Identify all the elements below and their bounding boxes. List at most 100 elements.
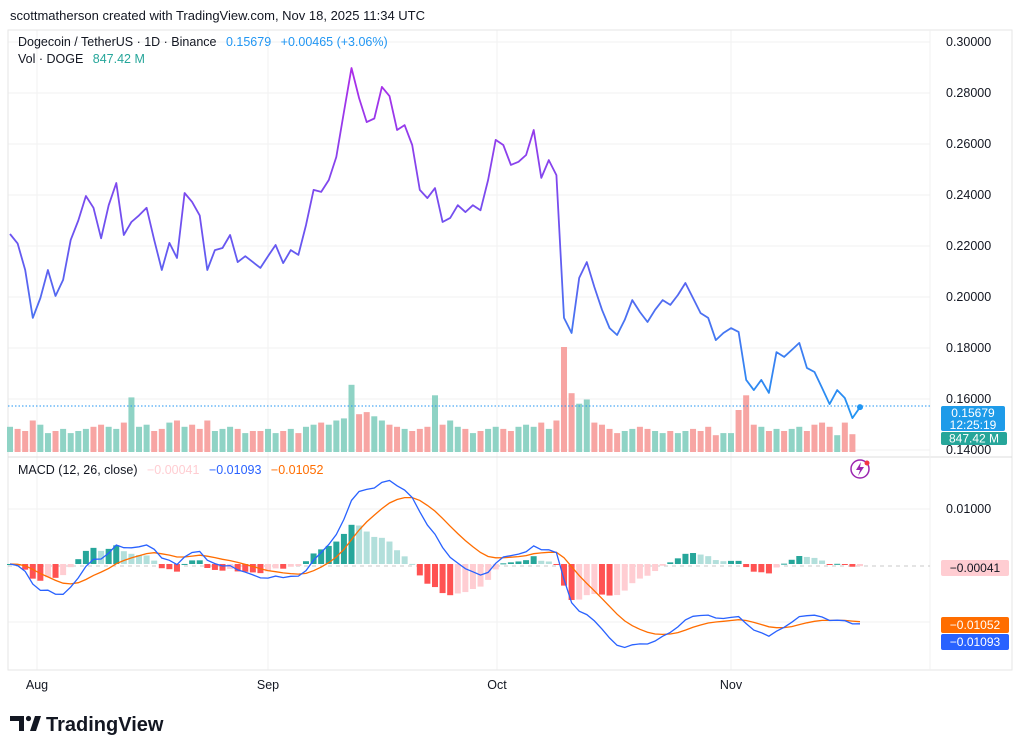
histogram-bar: [568, 564, 575, 601]
histogram-bar: [690, 553, 697, 564]
macd-label[interactable]: MACD (12, 26, close): [18, 463, 137, 477]
histogram-bar: [181, 563, 188, 565]
price-tick: 0.18000: [946, 341, 991, 355]
histogram-bar: [22, 564, 29, 570]
histogram-bar: [826, 564, 833, 565]
histogram-bar: [500, 563, 507, 565]
volume-bar: [538, 422, 545, 452]
histogram-bar: [523, 560, 530, 564]
volume-bar: [67, 433, 74, 452]
volume-bar: [22, 431, 29, 452]
macd-line: [9, 479, 861, 649]
histogram-bar: [280, 564, 287, 569]
histogram-bar: [614, 564, 621, 596]
histogram-bar: [636, 564, 643, 579]
volume-bar: [591, 422, 598, 452]
macd-histogram: [7, 524, 863, 601]
price-axis[interactable]: 0.30000 0.28000 0.26000 0.24000 0.22000 0.200…: [946, 35, 991, 457]
volume-bar: [530, 426, 537, 452]
volume-bar: [37, 424, 44, 452]
histogram-bar: [242, 564, 249, 572]
histogram-bar: [735, 560, 742, 564]
price-tick: 0.16000: [946, 392, 991, 406]
histogram-bar: [105, 548, 112, 564]
volume-bar: [781, 431, 788, 452]
svg-text:MACD (12, 26, close) −0.00: MACD (12, 26, close) −0.00041 −0.01093 −…: [18, 463, 323, 477]
histogram-bar: [644, 564, 651, 576]
price-tick: 0.14000: [946, 443, 991, 457]
volume-bar: [120, 422, 127, 452]
svg-text:−0.01093: −0.01093: [950, 635, 1001, 649]
histogram-bar: [424, 564, 431, 584]
volume-bar: [500, 428, 507, 452]
volume-bar: [849, 434, 856, 452]
time-axis[interactable]: Aug Sep Oct Nov: [26, 678, 743, 692]
volume-bar: [189, 424, 196, 452]
price-tick: 0.22000: [946, 239, 991, 253]
svg-text:−0.01052: −0.01052: [950, 618, 1001, 632]
volume-bar: [280, 431, 287, 452]
histogram-bar: [727, 560, 734, 564]
histogram-bar: [158, 564, 165, 569]
volume-bar: [211, 431, 218, 452]
volume-bar: [173, 420, 180, 452]
histogram-bar: [371, 536, 378, 564]
volume-bar: [788, 428, 795, 452]
volume-bar: [82, 428, 89, 452]
lightning-icon[interactable]: [850, 459, 870, 479]
histogram-bar: [310, 553, 317, 564]
histogram-bar: [378, 537, 385, 564]
volume-bar: [29, 420, 36, 452]
histogram-bar: [128, 553, 135, 564]
signal-badge: −0.01052: [941, 617, 1009, 633]
histogram-bar: [166, 564, 173, 570]
histogram-bar: [773, 564, 780, 568]
grid-lines: [8, 30, 930, 670]
price-series: [9, 67, 863, 419]
histogram-bar: [758, 564, 765, 573]
volume-bar: [136, 426, 143, 452]
tradingview-logo[interactable]: TradingView: [10, 714, 164, 736]
volume-bar: [257, 431, 264, 452]
histogram-bar: [67, 564, 74, 568]
volume-bar: [196, 428, 203, 452]
volume-bar: [796, 426, 803, 452]
histogram-bar: [249, 564, 256, 573]
price-tick: 0.30000: [946, 35, 991, 49]
volume-bar: [356, 414, 363, 452]
volume-bar: [302, 426, 309, 452]
symbol-title[interactable]: Dogecoin / TetherUS · 1D · Binance: [18, 35, 217, 49]
time-tick: Aug: [26, 678, 48, 692]
histogram-bar: [545, 561, 552, 564]
volume-bar: [568, 393, 575, 452]
volume-bar: [158, 428, 165, 452]
volume-bar: [803, 431, 810, 452]
signal-value: −0.01052: [271, 463, 324, 477]
signal-line: [9, 496, 861, 636]
countdown: 12:25:19: [950, 418, 997, 432]
volume-bar: [7, 426, 13, 452]
macd-axis-tick: 0.01000: [946, 502, 991, 516]
histogram-bar: [227, 564, 234, 569]
histogram-bar: [29, 564, 36, 579]
volume-bar: [143, 424, 150, 452]
volume-bar: [151, 431, 158, 452]
volume-bar: [432, 395, 438, 452]
svg-text:Vol · DOGE 847.42 M: Vol · DOGE 847.42 M: [18, 52, 145, 66]
volume-bar: [14, 428, 21, 452]
volume-bar: [60, 428, 67, 452]
histogram-bar: [606, 564, 613, 596]
volume-bar: [340, 418, 347, 452]
histogram-bar: [204, 564, 211, 568]
histogram-bar: [576, 564, 583, 600]
volume-bar: [90, 426, 97, 452]
time-tick: Sep: [257, 678, 279, 692]
volume-bar: [507, 431, 514, 452]
histogram-bar: [44, 564, 51, 578]
price-line: [9, 67, 861, 419]
volume-label[interactable]: Vol · DOGE: [18, 52, 83, 66]
logo-text: TradingView: [46, 714, 164, 736]
svg-text:Dogecoin / TetherUS · 1D · Bin: Dogecoin / TetherUS · 1D · Binance 0.156…: [18, 35, 388, 49]
volume-bar: [371, 416, 378, 452]
